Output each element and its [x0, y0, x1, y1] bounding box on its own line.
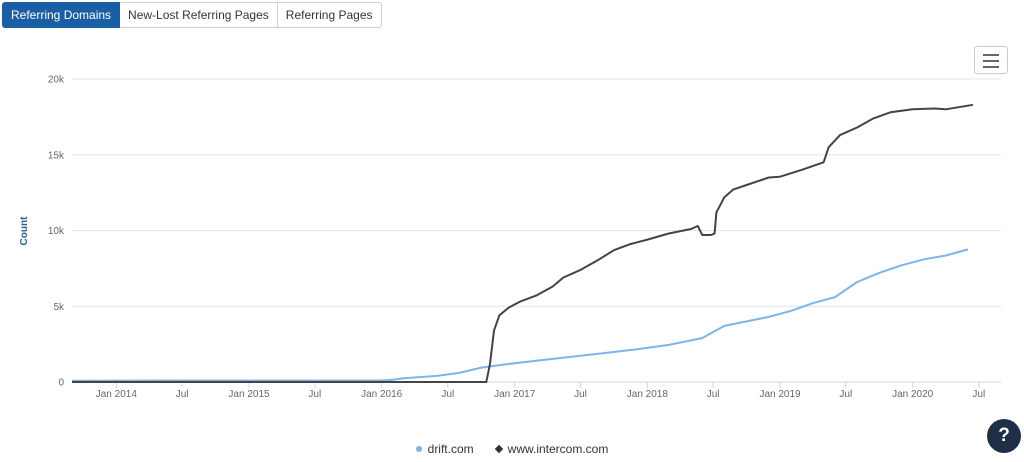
x-tick-label: Jan 2020: [892, 389, 934, 400]
x-tick-label: Jan 2017: [494, 389, 536, 400]
legend-label-drift: drift.com: [427, 442, 474, 456]
x-tick-label: Jan 2019: [759, 389, 801, 400]
legend: drift.com www.intercom.com: [0, 442, 1024, 456]
legend-item-intercom[interactable]: www.intercom.com: [494, 442, 609, 456]
x-tick-label: Jul: [308, 389, 321, 400]
y-tick-label: 10k: [48, 226, 65, 237]
y-tick-label: 15k: [48, 150, 65, 161]
y-tick-label: 0: [58, 378, 64, 389]
legend-marker-drift: [415, 446, 422, 452]
y-axis-label: Count: [19, 216, 30, 246]
x-axis-tick-labels: Jan 2014 Jul Jan 2015 Jul Jan 2016 Jul Jan 201…: [96, 389, 985, 400]
x-tick-label: Jul: [441, 389, 454, 400]
x-tick-label: Jul: [972, 389, 985, 400]
x-tick-label: Jan 2014: [96, 389, 138, 400]
tab-referring-domains[interactable]: Referring Domains: [2, 2, 121, 28]
series-line-intercom: [72, 103, 974, 383]
x-tick-label: Jul: [839, 389, 852, 400]
x-tick-label: Jan 2018: [627, 389, 669, 400]
series-lines: [71, 103, 974, 383]
tab-new-lost-referring-pages[interactable]: New-Lost Referring Pages: [120, 2, 278, 28]
x-tick-label: Jan 2016: [361, 389, 403, 400]
x-tick-label: Jul: [707, 389, 720, 400]
legend-item-drift[interactable]: drift.com: [415, 442, 474, 456]
legend-label-intercom: www.intercom.com: [507, 442, 609, 456]
x-tick-label: Jan 2015: [228, 389, 270, 400]
x-tick-label: Jul: [574, 389, 587, 400]
tab-bar: Referring Domains New-Lost Referring Pag…: [2, 2, 382, 28]
hamburger-menu-icon[interactable]: [974, 46, 1008, 74]
y-axis-tick-labels: 0 5k 10k 15k 20k: [48, 75, 65, 389]
grid-lines: [72, 78, 1001, 307]
legend-marker-intercom: [494, 444, 503, 454]
y-tick-label: 20k: [48, 75, 65, 86]
series-line-drift: [71, 248, 969, 382]
y-tick-label: 5k: [53, 302, 65, 313]
help-button[interactable]: ?: [987, 419, 1021, 453]
x-tick-label: Jul: [176, 389, 189, 400]
tab-referring-pages[interactable]: Referring Pages: [277, 2, 382, 28]
